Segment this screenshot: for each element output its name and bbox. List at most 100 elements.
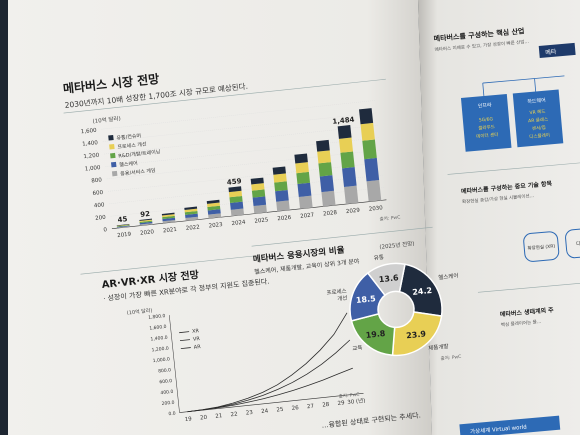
legend-label: 응용/서비스 게임	[120, 167, 156, 178]
line-rule	[80, 255, 254, 275]
bar-segment	[295, 162, 309, 174]
bar-ytick-label: 200	[95, 215, 107, 222]
bar-segment	[184, 210, 198, 215]
line-xtick-label: 21	[215, 413, 223, 420]
bar-segment	[338, 137, 354, 153]
bar-segment	[251, 189, 266, 198]
legend-swatch	[111, 170, 118, 177]
bar-segment	[116, 224, 130, 226]
bar-xtick-label: 2023	[208, 222, 223, 229]
donut-category-label: 개선	[337, 294, 348, 303]
bar-segment	[316, 139, 330, 152]
line-xtick-label: 20	[200, 415, 208, 422]
bar-xtick-label: 2021	[163, 227, 178, 234]
donut-category-label: 프로세스	[326, 287, 347, 297]
bar-gridline	[104, 125, 379, 155]
xr-pill	[523, 231, 560, 262]
donut-slice	[366, 262, 406, 297]
legend-swatch	[110, 152, 116, 159]
line-unit: (10억 달러)	[126, 307, 152, 317]
bar-segment	[272, 166, 286, 175]
bar-xtick-label: 2024	[231, 220, 246, 227]
right-rule	[477, 281, 580, 293]
bar-xtick-label: 2020	[140, 229, 155, 236]
bar-xtick-label: 2027	[300, 212, 315, 219]
legend-swatch	[109, 143, 115, 150]
bar-value-label: 45	[117, 215, 128, 224]
connector-line	[482, 75, 565, 84]
bottom-tag	[459, 415, 561, 435]
donut-category-label: 교육	[352, 344, 363, 352]
bar-segment	[358, 108, 374, 125]
line-legend-label: AR	[194, 344, 202, 351]
xr-pill-label: 확장현실 (XR)	[527, 242, 555, 251]
bar-segment	[162, 219, 176, 224]
bar-segment	[207, 202, 220, 208]
bar-segment	[340, 151, 355, 169]
bar-segment	[296, 171, 311, 185]
bar-ytick-label: 400	[94, 202, 106, 209]
bar-xtick-label: 2022	[186, 224, 201, 231]
bar-segment	[208, 213, 222, 219]
bar-ytick-label: 1,200	[83, 153, 100, 161]
bar-segment	[116, 224, 130, 227]
bar-value-label: 92	[140, 210, 151, 219]
bar-segment	[276, 200, 290, 212]
bar-xtick-label: 2030	[369, 205, 384, 212]
right-tag	[538, 42, 576, 58]
hardware-line: AR 글래스	[528, 116, 549, 125]
line-xtick-label: 28	[322, 402, 330, 409]
bar-source: 출처: PwC	[379, 213, 400, 222]
bar-segment	[207, 205, 221, 211]
bar-segment	[294, 153, 308, 164]
donut-category-label: 유통	[373, 254, 384, 262]
line-xtick-label: 22	[230, 412, 238, 419]
legend-swatch	[110, 161, 117, 168]
legend-swatch	[108, 135, 114, 141]
bar-gridline	[109, 174, 384, 204]
bar-segment	[364, 157, 380, 182]
bar-segment	[337, 125, 352, 139]
bar-segment	[206, 199, 220, 204]
bar-segment	[116, 225, 130, 228]
bar-segment	[229, 195, 243, 203]
bar-segment	[228, 186, 242, 193]
bar-segment	[321, 190, 336, 207]
bar-gridline	[107, 162, 383, 192]
bar-segment	[185, 216, 199, 221]
donut-category-label: 헬스케어	[438, 271, 459, 281]
legend-label: 프로세스 개선	[117, 141, 147, 151]
bar-segment	[252, 196, 267, 207]
title-rule	[63, 78, 386, 114]
bar-ytick-label: 1,600	[81, 128, 98, 136]
legend-label: R&D/개발/트레이닝	[118, 148, 161, 159]
line-xtick-label: 19	[185, 416, 193, 423]
infra-line: 클라우드	[478, 123, 495, 131]
bar-segment	[251, 183, 265, 191]
line-ytick-label: 1,800.0	[148, 313, 166, 321]
bar-gridline	[110, 187, 386, 217]
bar-segment	[139, 218, 153, 221]
bar-value-label: 1,484	[332, 116, 355, 126]
bar-segment	[273, 173, 287, 183]
bar-segment	[139, 220, 153, 224]
line-ytick-label: 600.0	[159, 378, 173, 385]
right-tag-label: 메타	[545, 48, 557, 57]
hardware-line: 디스플레이	[529, 131, 550, 140]
bar-segment	[161, 212, 175, 216]
bar-segment	[139, 219, 153, 222]
line-legend-swatch	[180, 347, 191, 350]
bar-segment	[230, 208, 245, 217]
bar-segment	[250, 177, 264, 185]
bar-baseline	[111, 199, 387, 229]
donut-slice	[398, 263, 443, 317]
bar-segment	[228, 190, 243, 198]
donut-slice	[391, 311, 443, 357]
infra-line: 데이터 센터	[476, 131, 499, 140]
bar-unit: (10억 달러)	[92, 114, 121, 125]
bar-ytick-label: 800	[91, 177, 103, 184]
bar-ytick-label: 600	[92, 190, 104, 197]
book-edge	[0, 0, 8, 435]
